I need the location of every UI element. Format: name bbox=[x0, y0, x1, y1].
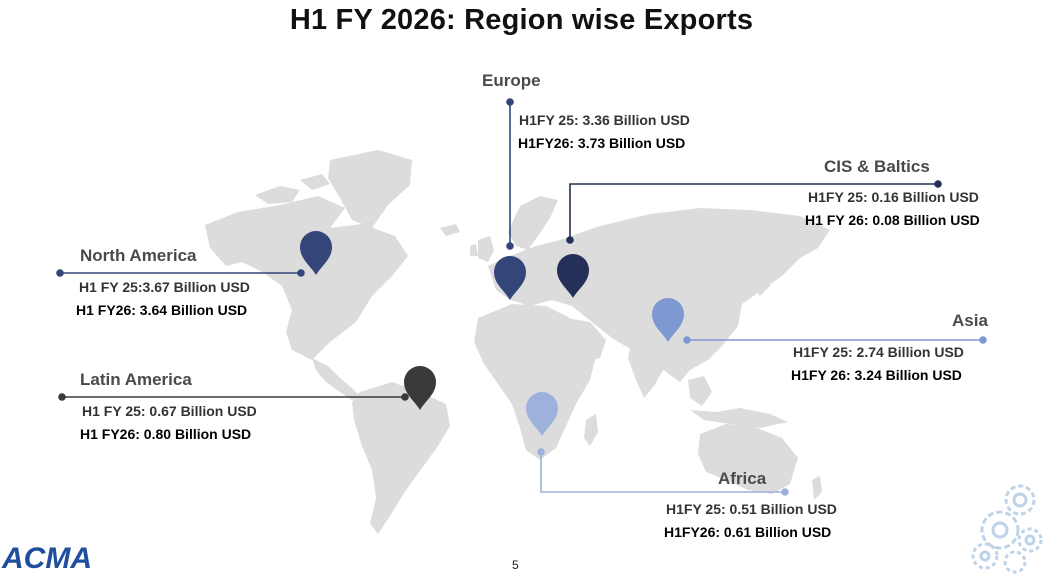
page-title: H1 FY 2026: Region wise Exports bbox=[289, 4, 754, 36]
arctic-islands bbox=[255, 174, 330, 204]
asia-curr-value: H1FY 26: 3.24 Billion USD bbox=[791, 367, 962, 383]
africa-land bbox=[474, 304, 596, 460]
north-america-curr-value: H1 FY26: 3.64 Billion USD bbox=[76, 302, 248, 318]
eurasia-land bbox=[488, 208, 830, 382]
land-masses bbox=[205, 150, 830, 534]
north-america-connector bbox=[56, 269, 305, 277]
north-america-title: North America bbox=[80, 246, 197, 265]
europe-curr-value: H1FY26: 3.73 Billion USD bbox=[518, 135, 686, 151]
acma-logo: ACMA bbox=[1, 542, 92, 575]
africa-connector bbox=[537, 448, 789, 496]
europe-title: Europe bbox=[482, 71, 541, 90]
new-zealand-land bbox=[812, 476, 822, 500]
asia-connector bbox=[683, 336, 987, 344]
asia-title: Asia bbox=[952, 311, 988, 330]
north-america-prev-value: H1 FY 25:3.67 Billion USD bbox=[79, 279, 250, 295]
africa-prev-value: H1FY 25: 0.51 Billion USD bbox=[666, 501, 837, 517]
africa-title: Africa bbox=[718, 469, 767, 488]
latin-america-curr-value: H1 FY26: 0.80 Billion USD bbox=[80, 426, 252, 442]
latin-america-title: Latin America bbox=[80, 370, 192, 389]
map-pins bbox=[300, 231, 684, 436]
cis-title: CIS & Baltics bbox=[824, 157, 930, 176]
gears-decoration-icon bbox=[971, 484, 1043, 574]
north-america-pin-icon bbox=[300, 231, 332, 275]
cis-prev-value: H1FY 25: 0.16 Billion USD bbox=[808, 189, 979, 205]
se-asia-land bbox=[688, 376, 712, 406]
scandinavia-land bbox=[508, 196, 558, 250]
svg-text:ACMA: ACMA bbox=[1, 542, 92, 575]
uk-land bbox=[440, 224, 494, 262]
europe-prev-value: H1FY 25: 3.36 Billion USD bbox=[519, 112, 690, 128]
south-america-land bbox=[352, 382, 450, 534]
india-land bbox=[628, 340, 668, 398]
greenland bbox=[328, 150, 412, 228]
latin-america-prev-value: H1 FY 25: 0.67 Billion USD bbox=[82, 403, 257, 419]
connector-lines bbox=[56, 98, 987, 496]
indonesia-land bbox=[690, 408, 788, 428]
page-number: 5 bbox=[512, 558, 519, 572]
cis-curr-value: H1 FY 26: 0.08 Billion USD bbox=[805, 212, 980, 228]
asia-prev-value: H1FY 25: 2.74 Billion USD bbox=[793, 344, 964, 360]
europe-connector bbox=[506, 98, 514, 250]
australia-land bbox=[698, 424, 798, 494]
central-america-land bbox=[312, 358, 360, 400]
africa-curr-value: H1FY26: 0.61 Billion USD bbox=[664, 524, 832, 540]
japan-land bbox=[754, 262, 772, 296]
cis-connector bbox=[566, 180, 942, 244]
madagascar-land bbox=[584, 414, 598, 446]
north-america-land bbox=[205, 196, 408, 360]
latin-america-connector bbox=[58, 393, 409, 401]
